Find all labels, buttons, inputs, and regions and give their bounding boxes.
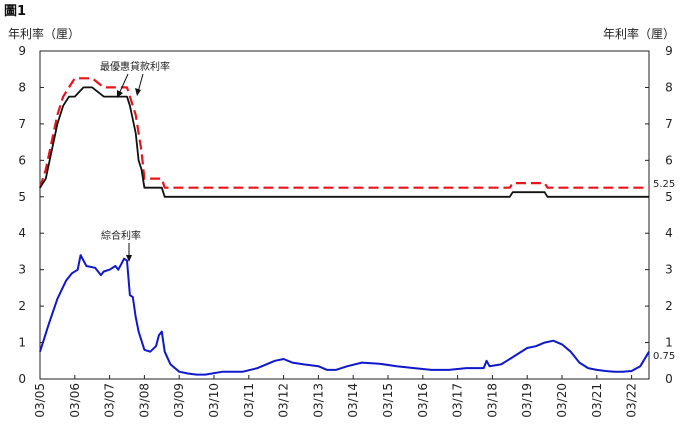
y-tick-label-left: 8 (18, 80, 26, 94)
series-layer (38, 77, 650, 376)
x-tick-label: 03/10 (207, 383, 221, 418)
y-tick-label-left: 2 (18, 299, 26, 313)
y-tick-label-left: 3 (18, 263, 26, 277)
y-tick-label-left: 7 (18, 117, 26, 131)
y-tick-label-left: 1 (18, 336, 26, 350)
annotation-prime-rate: 最優惠貸款利率 (100, 60, 170, 73)
end-label-composite: 0.75 (653, 351, 675, 362)
left-y-axis: 0 1 2 3 4 5 6 7 8 9 (18, 44, 44, 386)
x-tick-label: 03/09 (172, 383, 186, 418)
y-tick-label-right: 9 (665, 44, 673, 58)
x-tick-label: 03/16 (416, 383, 430, 418)
x-tick-label: 03/20 (555, 383, 569, 418)
x-tick-label: 03/15 (381, 383, 395, 418)
x-tick-label: 03/14 (346, 383, 360, 418)
right-y-axis: 0 1 2 3 4 5 6 7 8 9 (645, 44, 673, 386)
x-tick-label: 03/06 (68, 383, 82, 418)
x-tick-label: 03/12 (277, 383, 291, 418)
x-tick-label: 03/22 (625, 383, 639, 418)
y-tick-label-right: 1 (665, 336, 673, 350)
x-tick-label: 03/18 (485, 383, 499, 418)
y-tick-label-right: 4 (665, 226, 673, 240)
y-tick-label-left: 4 (18, 226, 26, 240)
plot-frame (39, 50, 650, 380)
annotation-composite-rate: 綜合利率 (101, 229, 141, 242)
y-tick-label-left: 6 (18, 153, 26, 167)
x-tick-label: 03/19 (520, 383, 534, 418)
y-tick-label-right: 2 (665, 299, 673, 313)
series-line-1 (39, 86, 649, 198)
annotation-composite-arrow (126, 243, 132, 262)
y-tick-label-right: 7 (665, 117, 673, 131)
series-line-0 (38, 77, 649, 189)
figure-label: 圖1 (4, 3, 26, 19)
x-axis: 03/05 03/06 03/07 03/08 03/09 03/10 03/11 03/12… (33, 375, 639, 418)
y-tick-label-right: 8 (665, 80, 673, 94)
x-tick-label: 03/11 (242, 383, 256, 418)
annotation-prime-arrows (117, 73, 144, 98)
right-axis-title: 年利率（厘） (603, 26, 675, 41)
y-tick-label-left: 9 (18, 44, 26, 58)
series-line-2 (39, 254, 650, 376)
x-tick-label: 03/05 (33, 383, 47, 418)
x-tick-label: 03/08 (137, 383, 151, 418)
end-label-prime: 5.25 (653, 179, 675, 190)
x-tick-label: 03/17 (451, 383, 465, 418)
y-tick-label-left: 0 (18, 372, 26, 386)
x-tick-label: 03/21 (590, 383, 604, 418)
y-tick-label-right: 0 (665, 372, 673, 386)
x-tick-label: 03/07 (103, 383, 117, 418)
left-axis-title: 年利率（厘） (8, 26, 80, 41)
y-tick-label-right: 6 (665, 153, 673, 167)
y-tick-label-left: 5 (18, 190, 26, 204)
y-tick-label-right: 3 (665, 263, 673, 277)
y-tick-label-right: 5 (665, 190, 673, 204)
x-tick-label: 03/13 (311, 383, 325, 418)
